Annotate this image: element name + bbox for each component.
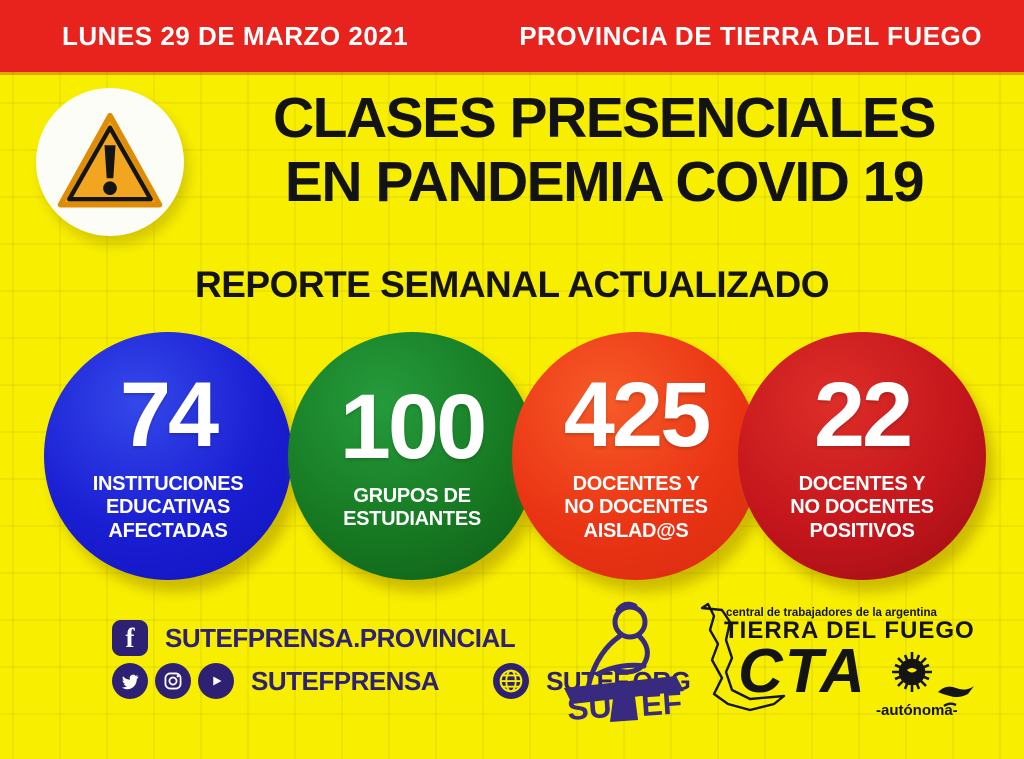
- header-date: LUNES 29 DE MARZO 2021: [62, 20, 409, 51]
- instagram-icon: [155, 663, 191, 699]
- stat-value: 22: [813, 364, 913, 467]
- sutef-logo-ef: EF: [640, 684, 683, 723]
- cta-line1: central de trabajadores de la argentina: [726, 607, 938, 619]
- stat-circle-instituciones: 74 INSTITUCIONES EDUCATIVAS AFECTADAS: [44, 332, 292, 580]
- stat-label: DOCENTES Y NO DOCENTES AISLAD@S: [564, 473, 708, 542]
- cta-line3: -autónoma-: [876, 702, 958, 719]
- sutef-logo-su: SU: [566, 688, 613, 726]
- cta-line2: TIERRA DEL FUEGO: [724, 617, 975, 644]
- subtitle: REPORTE SEMANAL ACTUALIZADO: [195, 264, 830, 305]
- cta-sun-icon: [892, 652, 932, 692]
- globe-icon: [493, 663, 530, 699]
- youtube-icon: [198, 663, 234, 699]
- stat-circle-grupos: 100 GRUPOS DE ESTUDIANTES: [288, 332, 536, 580]
- stat-value: 100: [339, 375, 487, 478]
- cta-logo: central de trabajadores de la argentina …: [686, 600, 1008, 731]
- page-title: CLASES PRESENCIALES EN PANDEMIA COVID 19: [196, 86, 1012, 215]
- stat-circle-positivos: 22 DOCENTES Y NO DOCENTES POSITIVOS: [738, 332, 986, 580]
- title-line-2: EN PANDEMIA COVID 19: [284, 150, 925, 215]
- stat-value: 74: [119, 364, 219, 467]
- facebook-handle: SUTEFPRENSA.PROVINCIAL: [165, 622, 516, 653]
- facebook-icon: f: [112, 620, 148, 656]
- stat-label: GRUPOS DE ESTUDIANTES: [343, 484, 481, 530]
- title-line-1: CLASES PRESENCIALES: [273, 86, 936, 150]
- social-links: f SUTEFPRENSA.PROVINCIAL SU: [112, 620, 691, 699]
- stat-value: 425: [563, 364, 711, 467]
- stat-circle-aislados: 425 DOCENTES Y NO DOCENTES AISLAD@S: [512, 332, 760, 580]
- header-bar: LUNES 29 DE MARZO 2021 PROVINCIA DE TIER…: [0, 0, 1024, 72]
- social-handle: SUTEFPRENSA: [251, 665, 440, 696]
- twitter-icon: [112, 663, 148, 699]
- stat-label: DOCENTES Y NO DOCENTES POSITIVOS: [790, 473, 934, 542]
- warning-badge: [36, 88, 184, 236]
- cta-acronym: CTA: [738, 637, 867, 706]
- header-province: PROVINCIA DE TIERRA DEL FUEGO: [519, 20, 982, 51]
- stat-label: INSTITUCIONES EDUCATIVAS AFECTADAS: [92, 473, 244, 542]
- sutef-logo: SU EF: [558, 594, 690, 731]
- warning-icon: [57, 112, 163, 208]
